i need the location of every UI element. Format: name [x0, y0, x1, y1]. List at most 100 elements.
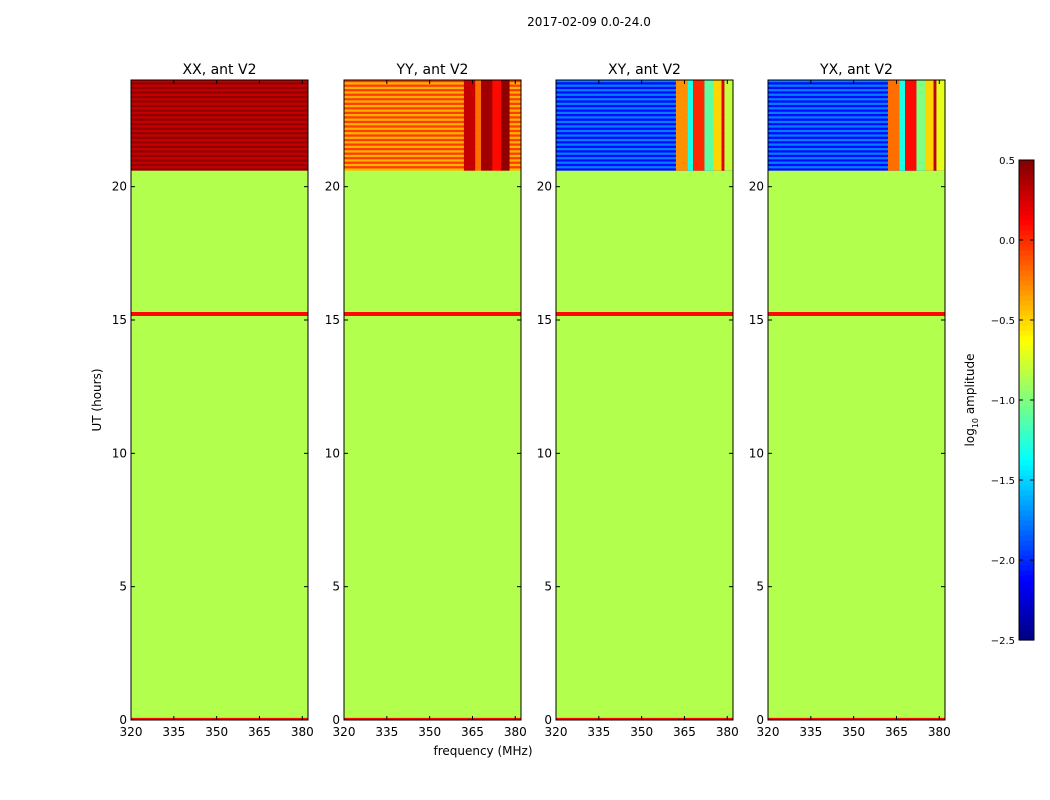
colorbar-segment — [1019, 285, 1034, 291]
colorbar-segment — [1019, 260, 1034, 266]
colorbar-segment — [1019, 575, 1034, 581]
panel-4-time-stripe — [768, 134, 945, 137]
colorbar-segment — [1019, 480, 1034, 486]
colorbar-segment — [1019, 495, 1034, 501]
y-tick-label: 15 — [537, 313, 552, 327]
colorbar-segment — [1019, 435, 1034, 441]
panel-4-frequency-band — [936, 80, 945, 171]
panel-2-bottom-strip — [344, 717, 521, 720]
panel-3-frame — [555, 79, 734, 721]
panel-1-time-stripe — [131, 143, 308, 146]
colorbar-segment — [1019, 180, 1034, 186]
panel-2-time-stripe — [344, 152, 521, 155]
x-tick-label: 335 — [587, 725, 610, 739]
panel-2-time-stripe — [344, 166, 521, 169]
colorbar-segment — [1019, 250, 1034, 256]
panel-3-bottom-strip — [556, 717, 733, 720]
panel-3-time-stripe — [556, 166, 733, 169]
y-tick-label: 0 — [119, 713, 127, 727]
colorbar-segment — [1019, 410, 1034, 416]
colorbar-segment — [1019, 455, 1034, 461]
panel-4-frequency-band — [933, 80, 937, 171]
colorbar-segment — [1019, 215, 1034, 221]
panel-2-time-stripe — [344, 116, 521, 119]
panel-1-time-stripe — [131, 138, 308, 142]
y-tick-label: 5 — [544, 580, 552, 594]
colorbar-segment — [1019, 535, 1034, 541]
y-tick-label: 10 — [749, 446, 764, 460]
panel-4-time-stripe — [768, 111, 945, 114]
x-tick-label: 335 — [162, 725, 185, 739]
colorbar-segment — [1019, 635, 1034, 641]
panel-4-time-stripe — [768, 116, 945, 119]
panel-1-time-stripe — [131, 93, 308, 96]
panel-1-time-stripe — [131, 107, 308, 110]
panel-1-time-stripe — [131, 157, 308, 160]
panel-4-time-stripe — [768, 161, 945, 164]
panel-2-time-stripe — [344, 98, 521, 101]
panel-3-time-stripe — [556, 138, 733, 142]
colorbar-segment — [1019, 615, 1034, 621]
y-tick-label: 0 — [544, 713, 552, 727]
colorbar-segment — [1019, 330, 1034, 336]
colorbar-label: log10 amplitude — [963, 354, 980, 447]
y-tick-label: 20 — [325, 180, 340, 194]
x-tick-label: 365 — [885, 725, 908, 739]
panel-1-time-stripe — [131, 166, 308, 169]
panel-3-time-stripe — [556, 84, 733, 87]
colorbar-segment — [1019, 415, 1034, 421]
colorbar-label-suffix: amplitude — [963, 354, 977, 418]
panel-3-frequency-band — [704, 80, 714, 171]
x-tick-label: 335 — [375, 725, 398, 739]
panel-4-frequency-band — [887, 80, 900, 171]
panel-4-time-stripe — [768, 98, 945, 101]
panel-2-frequency-band — [501, 80, 510, 171]
panel-4-time-stripe — [768, 93, 945, 96]
panel-4-time-stripe — [768, 138, 945, 142]
panel-3-frequency-band — [675, 80, 688, 171]
y-tick-label: 20 — [537, 180, 552, 194]
panel-2-time-stripe — [344, 102, 521, 105]
colorbar-segment — [1019, 355, 1034, 361]
panel-2-time-stripe — [344, 125, 521, 128]
panel-3-time-stripe — [556, 125, 733, 128]
colorbar-segment — [1019, 630, 1034, 636]
figure-suptitle: 2017-02-09 0.0-24.0 — [527, 15, 651, 29]
panel-3-time-stripe — [556, 102, 733, 105]
panel-3-time-stripe — [556, 161, 733, 164]
panel-1-time-stripe — [131, 89, 308, 92]
colorbar-segment — [1019, 590, 1034, 596]
panel-3-time-stripe — [556, 120, 733, 124]
y-tick-label: 10 — [112, 446, 127, 460]
colorbar-segment — [1019, 610, 1034, 616]
panel-3-frequency-band — [693, 80, 705, 171]
panel-4-time-stripe — [768, 148, 945, 151]
colorbar-segment — [1019, 470, 1034, 476]
colorbar-segment — [1019, 620, 1034, 626]
colorbar-segment — [1019, 545, 1034, 551]
colorbar-segment — [1019, 200, 1034, 206]
colorbar-segment — [1019, 220, 1034, 226]
panel-2-time-stripe — [344, 111, 521, 114]
panel-1-time-stripe — [131, 120, 308, 124]
colorbar-tick-label: −2.5 — [991, 636, 1015, 647]
panel-2-time-stripe — [344, 84, 521, 87]
panel-4-frequency-band — [899, 80, 906, 171]
panel-1-frame — [130, 79, 309, 721]
panel-1-title: XX, ant V2 — [183, 62, 257, 78]
colorbar-segment — [1019, 345, 1034, 351]
colorbar-segment — [1019, 580, 1034, 586]
panel-3-time-stripe — [556, 111, 733, 114]
panel-3-time-stripe — [556, 152, 733, 155]
colorbar-segment — [1019, 240, 1034, 246]
panel-4-frequency-band — [905, 80, 917, 171]
panel-4-bottom-strip — [768, 717, 945, 720]
colorbar-segment — [1019, 625, 1034, 631]
colorbar-segment — [1019, 425, 1034, 431]
colorbar-segment — [1019, 320, 1034, 326]
colorbar-label-log: log — [963, 428, 977, 446]
panel-1-time-stripe — [131, 80, 308, 83]
colorbar-segment — [1019, 605, 1034, 611]
panel-3-time-stripe — [556, 93, 733, 96]
